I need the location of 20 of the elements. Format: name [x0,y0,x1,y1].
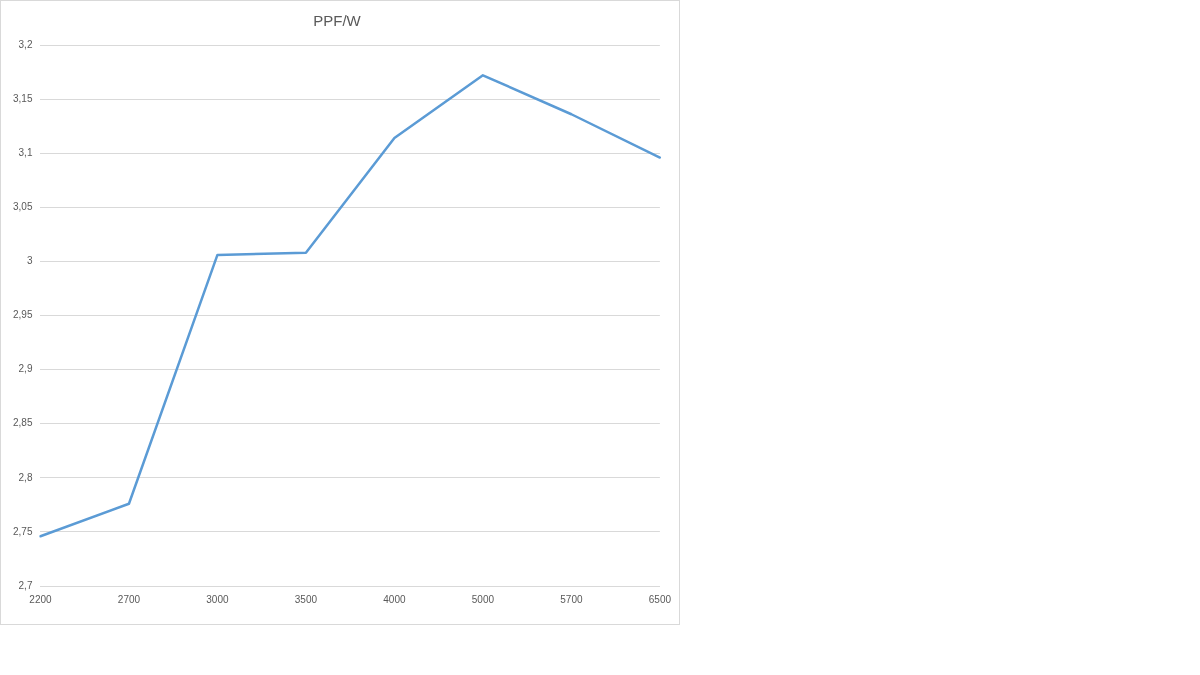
y-tick-label: 2,7 [18,579,33,591]
y-tick-label: 2,95 [12,309,33,321]
y-tick-label: 2,85 [12,417,33,429]
x-tick-label: 3500 [294,593,318,605]
y-tick-label: 3 [26,255,33,267]
x-tick-label: 3000 [206,593,229,605]
y-tick-label: 2,9 [18,363,33,375]
y-tick-label: 2,8 [18,471,33,483]
x-tick-label: 5700 [560,593,583,605]
x-tick-label: 2700 [117,593,141,605]
x-tick-label: 6500 [648,593,672,605]
chart-title: PPF/W [313,12,362,30]
y-tick-label: 2,75 [12,525,33,537]
y-tick-label: 3,1 [18,146,33,158]
y-tick-label: 3,2 [18,38,33,50]
x-tick-label: 5000 [471,593,495,605]
x-tick-label: 4000 [383,593,406,605]
y-tick-label: 3,05 [12,201,33,213]
x-tick-label: 2200 [29,593,53,605]
y-tick-label: 3,15 [12,92,33,104]
